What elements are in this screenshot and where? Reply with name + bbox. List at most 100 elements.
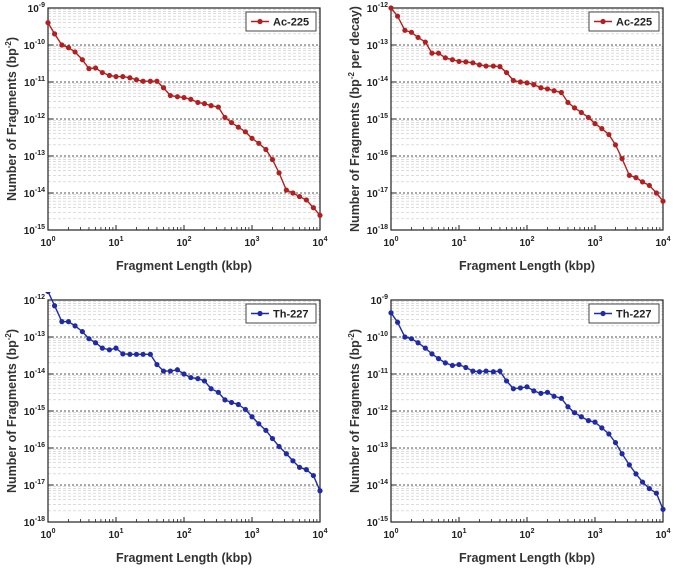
data-point [408,29,415,35]
data-point [51,31,58,37]
y-tick-label: 10-15 [367,113,388,126]
data-point [470,60,476,66]
data-point [442,360,448,366]
y-tick-label: 10-16 [367,150,388,163]
data-point [578,109,584,116]
x-tick-label: 102 [519,236,534,249]
data-point [578,414,584,420]
y-tick-label: 10-12 [367,2,388,15]
data-point [140,351,146,357]
data-point [531,388,537,394]
data-point [147,351,153,357]
data-point [524,384,530,390]
data-point [408,336,415,342]
data-point [133,351,140,357]
data-point [120,351,126,357]
data-point [303,197,309,203]
data-point [456,361,462,368]
legend: Th-227 [245,303,317,324]
data-point [633,175,639,181]
data-point [154,78,160,84]
legend-label: Th-227 [616,309,651,321]
y-tick-label: 10-13 [367,442,388,455]
data-point [442,55,448,61]
data-point [222,397,228,403]
chart-panel-th227-per-decay: 100 101 102 103 104 10-15 10-14 10-13 10-12 10-11… [347,294,671,565]
x-tick-label: 100 [383,528,398,541]
x-tick-label: 104 [312,528,327,541]
data-point [429,351,435,357]
y-tick-label: 10-14 [24,187,45,200]
data-point [394,13,401,19]
data-point [256,140,262,146]
grid [391,301,663,512]
x-tick-label: 104 [312,236,327,249]
data-point [133,77,140,83]
data-point [558,89,564,96]
data-point [592,121,598,127]
y-tick-label: 10-12 [24,113,45,126]
data-point [235,401,241,408]
data-point [538,85,544,91]
data-point [402,334,408,340]
data-point [160,85,167,91]
y-axis: 10-18 10-17 10-16 10-15 10-14 10-13 10-12 [24,294,53,529]
x-tick-label: 103 [587,236,602,249]
x-tick-label: 104 [655,236,670,249]
data-point [476,62,483,68]
data-point [551,88,557,94]
legend-box [588,11,660,32]
data-point [449,362,456,369]
data-point [660,506,666,512]
data-point [242,129,249,135]
y-tick-label: 10-18 [24,516,45,529]
data-point [415,340,421,346]
grid [48,301,320,512]
data-point [476,369,483,375]
x-axis-label: Fragment Length (kbp) [116,259,252,273]
data-point [449,57,456,63]
y-tick-label: 10-11 [24,76,45,89]
series-th-227 [45,292,323,494]
data-point [646,485,652,492]
x-tick-label: 101 [108,236,123,249]
data-point [510,386,516,392]
data-point [127,351,133,357]
data-point [415,34,421,41]
y-tick-label: 10-14 [367,76,388,89]
data-point [195,99,201,106]
data-point [503,69,510,76]
data-point [470,368,476,374]
data-point [646,182,652,189]
data-point [571,410,578,416]
legend-marker [257,310,263,317]
data-point [538,390,544,396]
data-point [290,458,296,464]
x-axis-label: Fragment Length (kbp) [459,551,595,565]
data-point [79,328,85,335]
data-point [79,57,85,63]
data-point [317,212,323,218]
data-point [269,435,276,442]
legend: Ac-225 [588,11,660,32]
x-axis: 100 101 102 103 104 [40,517,328,541]
data-point [317,488,323,494]
data-point [174,367,181,373]
data-point [565,99,571,106]
data-point [429,50,435,56]
data-point [490,63,496,69]
data-point [517,385,524,391]
y-tick-label: 10-15 [24,224,45,237]
y-tick-label: 10-17 [24,479,45,492]
y-tick-label: 10-13 [24,150,45,163]
data-point [215,104,221,110]
data-point [503,378,510,384]
data-point [653,490,660,496]
data-point [633,471,639,477]
y-axis: 10-15 10-14 10-13 10-12 10-11 10-10 10-9 [367,294,396,529]
data-point [422,345,428,351]
data-point [544,389,551,395]
series-line [390,7,664,202]
data-point [599,126,605,132]
legend-box [245,11,317,32]
